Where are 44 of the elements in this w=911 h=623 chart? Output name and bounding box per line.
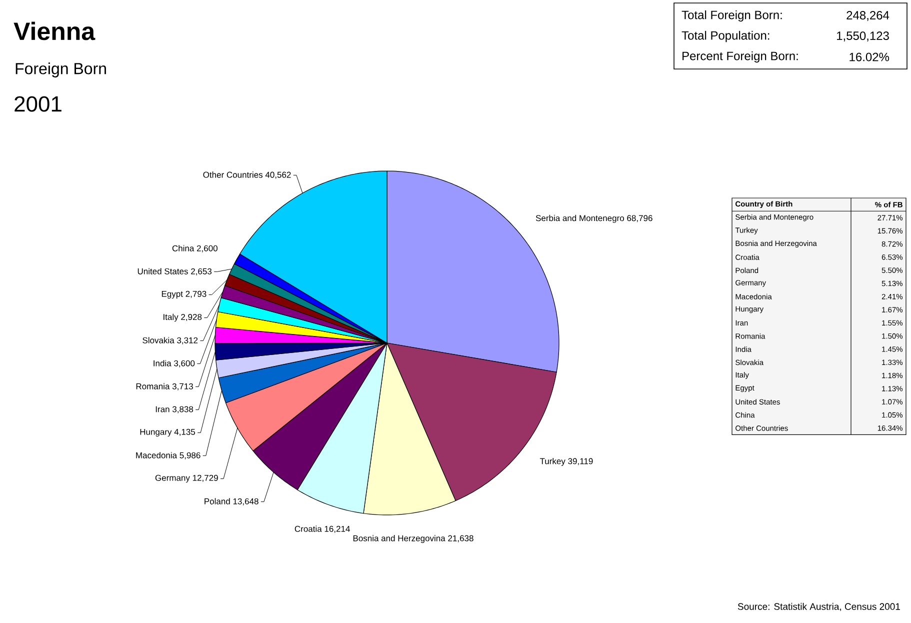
- data-label: 2,600: [196, 245, 218, 252]
- chart-subtitle: Foreign Born: [16, 62, 106, 78]
- text: 248,264: [846, 11, 890, 21]
- slice-label: Egypt: [162, 290, 183, 299]
- data-label: 2,928: [181, 314, 202, 321]
- data-label: 2,793: [186, 290, 206, 298]
- data-label: 13,648: [233, 498, 258, 506]
- text: Total Population:: [682, 30, 770, 42]
- data-label: 40,562: [265, 172, 291, 179]
- text: Total Foreign Born:: [682, 10, 782, 22]
- slice-label: Serbia and Montenegro: [536, 214, 624, 223]
- slice-label: Bosnia and Herzegovina: [353, 535, 446, 543]
- chart-title: Vienna: [14, 22, 96, 40]
- data-label: 4,135: [174, 428, 196, 436]
- source-note: Source: Statistik Austria, Census 2001: [738, 602, 900, 612]
- slice-label: Turkey: [540, 458, 566, 466]
- slice-label: India: [154, 360, 172, 366]
- slice-label: Macedonia: [136, 452, 178, 458]
- data-label: 3,600: [174, 360, 195, 368]
- data-label: 3,838: [172, 406, 194, 414]
- data-label: 39,119: [568, 458, 593, 466]
- slice-label: Iran: [156, 406, 170, 412]
- slice-label: Italy: [164, 314, 178, 322]
- data-label: 16,214: [324, 526, 350, 533]
- data-label: 3,312: [177, 337, 198, 344]
- slice-label: Germany: [155, 474, 190, 483]
- slice-label: Hungary: [140, 428, 172, 437]
- text: 1,550,123: [836, 32, 889, 42]
- data-label: 3,713: [172, 383, 193, 390]
- slice-label: Other Countries: [203, 172, 263, 178]
- data-label: 2,653: [191, 268, 212, 276]
- text: 16.02%: [850, 52, 890, 62]
- text: Percent Foreign Born:: [682, 51, 798, 63]
- slice-label: China: [172, 245, 194, 252]
- data-label: 68,796: [627, 215, 652, 222]
- text: 2001: [14, 96, 62, 112]
- slice-label: Poland: [204, 498, 230, 504]
- data-label: 5,986: [180, 452, 200, 460]
- slice-label: Croatia: [294, 526, 322, 532]
- data-label: 12,729: [192, 474, 218, 482]
- slice-label: Slovakia: [142, 337, 174, 344]
- slice-label: United States: [138, 268, 188, 274]
- data-label: 21,638: [448, 535, 474, 542]
- slice-label: Romania: [136, 383, 170, 390]
